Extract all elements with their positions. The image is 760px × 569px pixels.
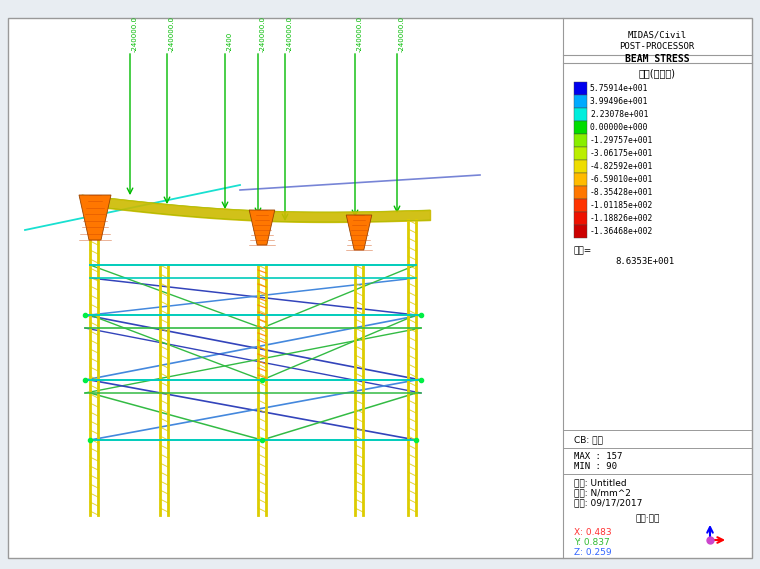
Text: -6.59010e+001: -6.59010e+001	[590, 175, 654, 184]
Text: Y: 0.837: Y: 0.837	[574, 538, 610, 547]
Bar	[574, 147, 587, 159]
Text: -240000.0: -240000.0	[260, 16, 266, 52]
Text: 系数=: 系数=	[574, 246, 592, 255]
Text: -1.36468e+002: -1.36468e+002	[590, 227, 654, 236]
Text: 组合(最大値): 组合(最大値)	[638, 68, 676, 78]
Text: -240000.0: -240000.0	[399, 16, 405, 52]
Text: -1.29757e+001: -1.29757e+001	[590, 136, 654, 145]
Text: CB: 留加: CB: 留加	[574, 435, 603, 444]
Bar	[574, 199, 587, 212]
Text: -2400: -2400	[227, 32, 233, 52]
Bar	[574, 82, 587, 94]
Text: 8.6353E+001: 8.6353E+001	[615, 257, 674, 266]
Text: MIN : 90: MIN : 90	[574, 462, 617, 471]
Text: -240000.0: -240000.0	[132, 16, 138, 52]
Text: -240000.0: -240000.0	[287, 16, 293, 52]
Bar	[574, 134, 587, 146]
Text: MIDAS/Civil: MIDAS/Civil	[628, 31, 686, 39]
Bar	[574, 173, 587, 185]
Bar	[574, 108, 587, 121]
Bar	[574, 212, 587, 225]
Text: MAX : 157: MAX : 157	[574, 452, 622, 461]
Text: 2.23078e+001: 2.23078e+001	[590, 110, 648, 119]
Text: -240000.0: -240000.0	[169, 16, 175, 52]
Bar	[574, 121, 587, 134]
Text: X: 0.483: X: 0.483	[574, 528, 612, 537]
Bar	[574, 160, 587, 172]
Text: 文件: Untitled: 文件: Untitled	[574, 478, 627, 487]
Polygon shape	[79, 195, 111, 240]
Text: 显示·方向: 显示·方向	[636, 514, 660, 523]
Polygon shape	[347, 215, 372, 250]
Text: POST-PROCESSOR: POST-PROCESSOR	[619, 42, 695, 51]
Text: 单位: N/mm^2: 单位: N/mm^2	[574, 488, 631, 497]
Text: -4.82592e+001: -4.82592e+001	[590, 162, 654, 171]
Text: -1.18826e+002: -1.18826e+002	[590, 214, 654, 222]
Text: -3.06175e+001: -3.06175e+001	[590, 149, 654, 158]
Text: BEAM STRESS: BEAM STRESS	[625, 54, 689, 64]
Polygon shape	[249, 210, 275, 245]
Text: 3.99496e+001: 3.99496e+001	[590, 97, 648, 106]
Text: -1.01185e+002: -1.01185e+002	[590, 201, 654, 210]
Text: -240000.0: -240000.0	[357, 16, 363, 52]
Text: 0.00000e+000: 0.00000e+000	[590, 123, 648, 132]
Text: Z: 0.259: Z: 0.259	[574, 548, 612, 557]
Bar	[574, 186, 587, 199]
Text: -8.35428e+001: -8.35428e+001	[590, 188, 654, 197]
Bar	[574, 95, 587, 108]
Text: 日期: 09/17/2017: 日期: 09/17/2017	[574, 498, 642, 507]
Text: 5.75914e+001: 5.75914e+001	[590, 84, 648, 93]
Bar	[574, 225, 587, 237]
